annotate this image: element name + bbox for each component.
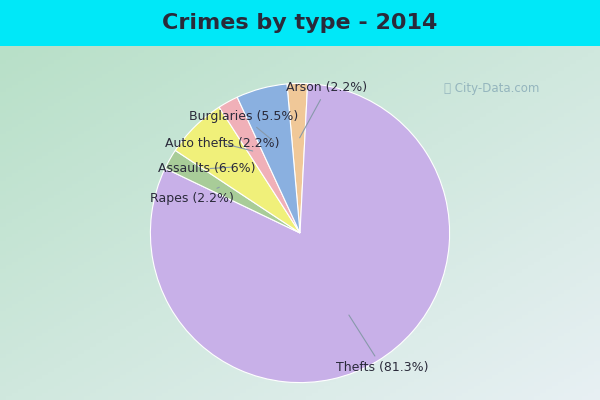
- Wedge shape: [219, 97, 300, 233]
- Text: Assaults (6.6%): Assaults (6.6%): [158, 162, 256, 175]
- Text: ⓘ City-Data.com: ⓘ City-Data.com: [445, 82, 539, 95]
- Text: Burglaries (5.5%): Burglaries (5.5%): [188, 110, 298, 142]
- Text: Crimes by type - 2014: Crimes by type - 2014: [163, 13, 437, 33]
- Wedge shape: [165, 150, 300, 233]
- Text: Auto thefts (2.2%): Auto thefts (2.2%): [165, 137, 280, 151]
- Text: Thefts (81.3%): Thefts (81.3%): [336, 315, 428, 374]
- Wedge shape: [151, 84, 449, 382]
- Wedge shape: [287, 84, 308, 233]
- Wedge shape: [237, 84, 300, 233]
- Wedge shape: [175, 107, 300, 233]
- Text: Arson (2.2%): Arson (2.2%): [286, 81, 367, 138]
- Text: Rapes (2.2%): Rapes (2.2%): [151, 187, 234, 205]
